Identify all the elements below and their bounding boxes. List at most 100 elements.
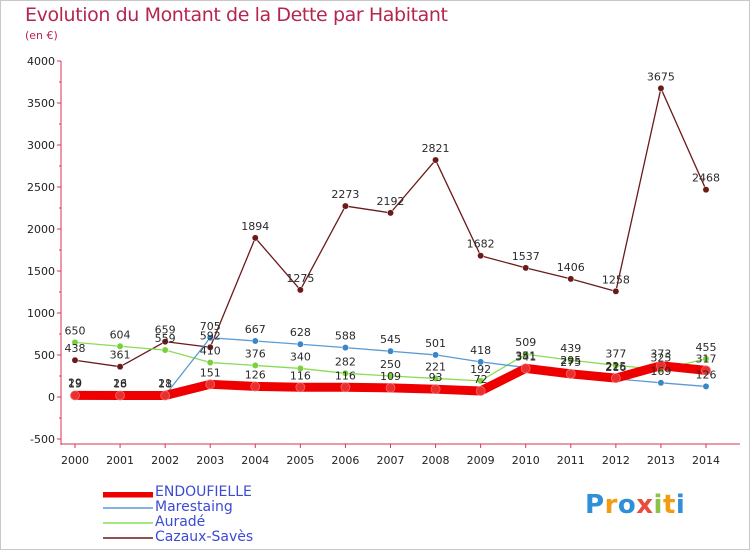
- x-tick-label: 2002: [151, 454, 179, 467]
- data-point: [387, 372, 394, 380]
- data-label: 376: [245, 347, 266, 360]
- data-point: [251, 234, 259, 242]
- data-point: [520, 363, 531, 374]
- logo-letter: i: [675, 490, 686, 520]
- data-point: [341, 369, 349, 377]
- data-label: 192: [470, 363, 491, 376]
- legend-swatch-cazaux-saves: [103, 537, 153, 539]
- x-tick-label: 2011: [557, 454, 585, 467]
- data-label: 1406: [557, 261, 585, 274]
- data-label: 667: [245, 323, 266, 336]
- legend-swatch-endoufielle: [103, 492, 153, 498]
- data-point: [477, 252, 485, 260]
- data-label: 341: [515, 350, 536, 363]
- data-label: 650: [65, 324, 86, 337]
- data-label: 93: [429, 371, 443, 384]
- data-point: [160, 390, 171, 401]
- data-label: 2273: [331, 188, 359, 201]
- data-point: [250, 381, 261, 392]
- data-point: [565, 368, 576, 379]
- logo-letter: t: [662, 490, 676, 520]
- data-point: [71, 356, 79, 364]
- logo-letter: i: [653, 490, 663, 520]
- y-tick-label: 500: [34, 349, 55, 362]
- logo-letter: o: [617, 490, 637, 520]
- data-label: 604: [110, 328, 131, 341]
- data-label: 250: [380, 358, 401, 371]
- y-tick-label: 2000: [27, 223, 55, 236]
- data-label: 592: [200, 329, 221, 342]
- x-tick-label: 2001: [106, 454, 134, 467]
- x-tick-label: 2013: [647, 454, 675, 467]
- data-point: [387, 209, 394, 217]
- data-label: 439: [560, 342, 581, 355]
- proxiti-logo: Proxiti: [585, 490, 685, 520]
- data-point: [702, 382, 710, 390]
- x-tick-label: 2009: [467, 454, 495, 467]
- x-tick-label: 2005: [286, 454, 314, 467]
- data-point: [657, 84, 665, 92]
- data-point: [296, 286, 304, 294]
- data-point: [432, 156, 440, 164]
- data-label: 628: [290, 326, 311, 339]
- data-label: 1537: [512, 250, 540, 263]
- y-tick-label: 1000: [27, 307, 55, 320]
- chart-legend: ENDOUFIELLE Marestaing Auradé Cazaux-Sav…: [103, 484, 323, 545]
- y-tick-label: 2500: [27, 181, 55, 194]
- data-point: [701, 365, 711, 376]
- data-label: 340: [290, 350, 311, 363]
- data-point: [610, 373, 621, 384]
- data-point: [340, 382, 351, 393]
- y-tick-label: -500: [30, 433, 55, 446]
- x-tick-label: 2004: [241, 454, 269, 467]
- data-point: [251, 337, 259, 345]
- data-label: 275: [560, 356, 581, 369]
- data-point: [70, 390, 80, 401]
- data-label: 225: [605, 360, 626, 373]
- data-point: [612, 287, 620, 295]
- data-label: 377: [605, 347, 626, 360]
- data-point: [161, 346, 169, 354]
- data-point: [115, 390, 125, 401]
- data-label: 373: [650, 348, 671, 361]
- data-label: 2821: [422, 142, 450, 155]
- data-label: 351: [515, 350, 536, 363]
- legend-label-cazaux-saves: Cazaux-Savès: [155, 529, 254, 545]
- legend-swatch-aurade: [103, 522, 153, 524]
- data-label: 1258: [602, 273, 630, 286]
- legend-label-marestaing: Marestaing: [155, 499, 233, 515]
- data-label: 317: [696, 352, 717, 365]
- legend-swatch-marestaing: [103, 507, 153, 509]
- data-label: 109: [380, 370, 401, 383]
- y-tick-label: 3500: [27, 97, 55, 110]
- chart-subtitle: (en €): [25, 29, 58, 42]
- data-point: [296, 340, 304, 348]
- data-label: 2468: [692, 172, 720, 185]
- data-label: 126: [696, 368, 717, 381]
- data-point: [656, 360, 666, 371]
- data-point: [432, 351, 440, 359]
- data-label: 659: [155, 324, 176, 337]
- data-label: 216: [605, 361, 626, 374]
- data-point: [206, 343, 214, 351]
- chart-title: Evolution du Montant de la Dette par Hab…: [25, 4, 448, 26]
- legend-item-cazaux-saves: Cazaux-Savès: [103, 529, 323, 545]
- data-label: 1894: [241, 220, 269, 233]
- data-point: [702, 186, 710, 194]
- data-label: 1682: [467, 238, 495, 251]
- x-tick-label: 2006: [331, 454, 359, 467]
- data-label: 21: [158, 377, 172, 390]
- data-point: [567, 356, 575, 364]
- data-point: [475, 386, 486, 396]
- x-tick-label: 2012: [602, 454, 630, 467]
- data-label: 1275: [286, 272, 314, 285]
- data-point: [116, 363, 124, 371]
- data-label: 455: [696, 341, 717, 354]
- data-point: [205, 379, 216, 390]
- y-tick-label: 4000: [27, 55, 55, 68]
- data-point: [341, 202, 349, 210]
- data-point: [116, 342, 124, 350]
- data-point: [522, 264, 530, 272]
- data-point: [71, 338, 79, 346]
